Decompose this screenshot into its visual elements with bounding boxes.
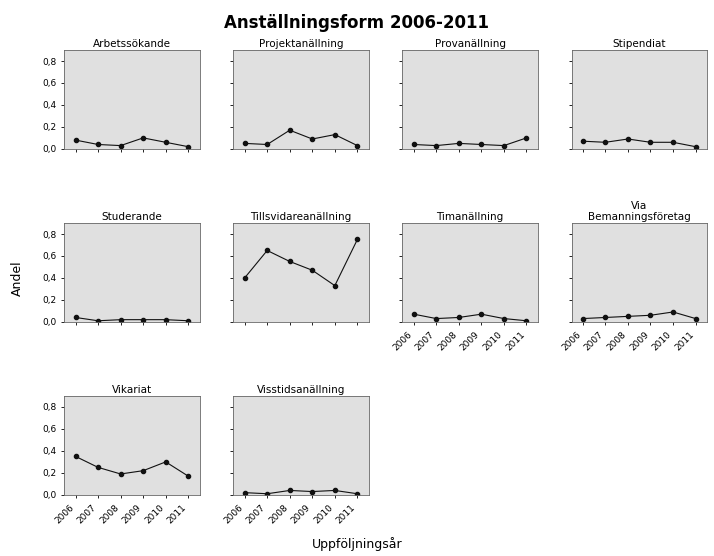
- Text: Uppföljningsår: Uppföljningsår: [312, 537, 402, 550]
- Text: Anställningsform 2006-2011: Anställningsform 2006-2011: [224, 14, 490, 32]
- Title: Stipendiat: Stipendiat: [613, 39, 666, 49]
- Title: Visstidsanällning: Visstidsanällning: [257, 385, 345, 395]
- Title: Studerande: Studerande: [101, 212, 162, 222]
- Text: Andel: Andel: [11, 260, 24, 296]
- Title: Arbetssökande: Arbetssökande: [93, 39, 171, 49]
- Title: Timanällning: Timanällning: [436, 212, 504, 222]
- Title: Tillsvidareanällning: Tillsvidareanällning: [251, 212, 351, 222]
- Title: Provanällning: Provanällning: [435, 39, 506, 49]
- Title: Via
Bemanningsföretag: Via Bemanningsföretag: [588, 201, 690, 222]
- Title: Projektanällning: Projektanällning: [258, 39, 343, 49]
- Title: Vikariat: Vikariat: [112, 385, 152, 395]
